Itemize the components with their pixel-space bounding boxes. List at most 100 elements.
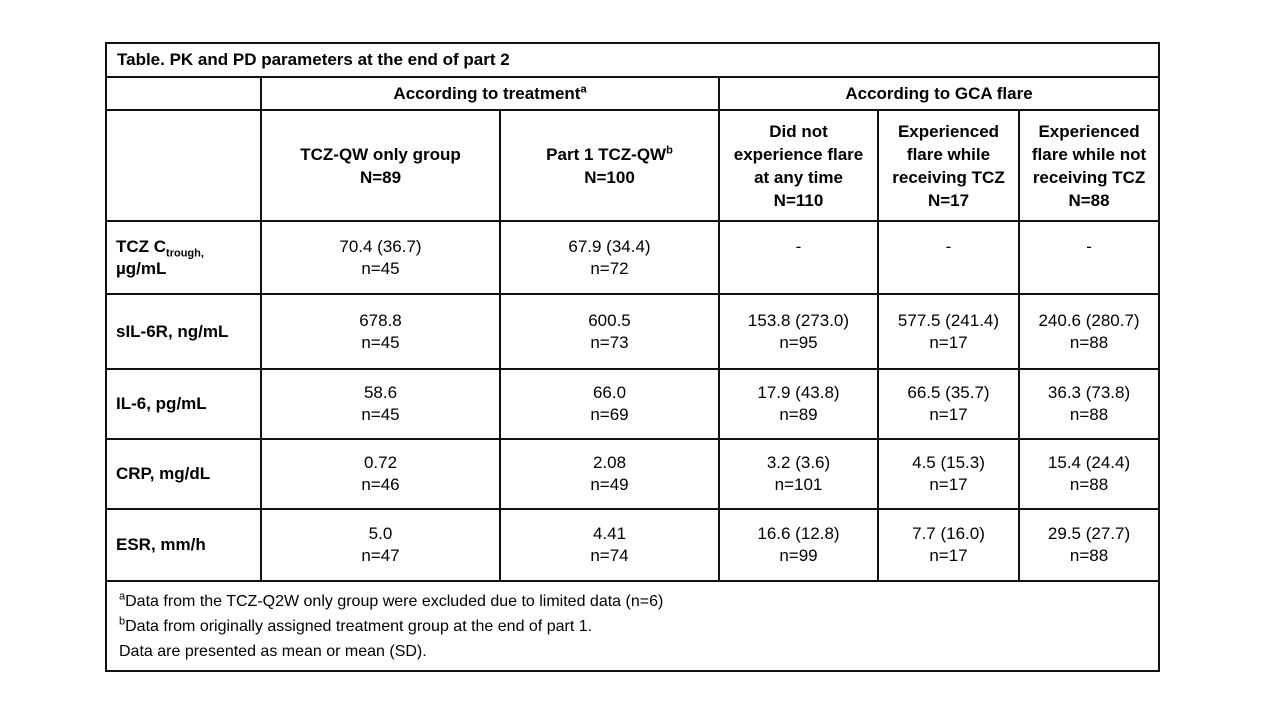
footnote-line: aData from the TCZ-Q2W only group were e… [119, 589, 1157, 614]
cell-n: n=99 [779, 546, 818, 565]
table-row-tcz-ctrough: TCZ Ctrough, µg/mL 70.4 (36.7) n=45 67.9 … [105, 220, 1161, 295]
cell-mean: 58.6 [363, 383, 398, 402]
data-cell: 66.0 n=69 [499, 368, 720, 440]
cell-mean: 15.4 (24.4) [1047, 453, 1131, 472]
group-header-empty-cell [105, 76, 262, 111]
column-header-n: N=100 [584, 167, 635, 187]
data-cell: 29.5 (27.7) n=88 [1017, 508, 1161, 582]
data-cell: 66.5 (35.7) n=17 [877, 368, 1020, 440]
footnote-text: Data from the TCZ-Q2W only group were ex… [125, 592, 664, 610]
cell-mean: 0.72 [363, 453, 398, 472]
cell-mean: 7.7 (16.0) [912, 524, 985, 543]
footnote-line: bData from originally assigned treatment… [119, 614, 1157, 639]
cell-n [1021, 258, 1157, 280]
column-header-empty-cell [105, 109, 262, 222]
row-label-sil-6r: sIL-6R, ng/mL [105, 293, 262, 370]
table-row-esr: ESR, mm/h 5.0 n=47 4.41 n=74 16.6 (12.8) n=… [105, 508, 1161, 582]
cell-mean: 66.5 (35.7) [907, 383, 990, 402]
cell-n: n=45 [361, 258, 400, 278]
footnote-text: Data from originally assigned treatment … [125, 617, 593, 635]
cell-mean: 36.3 (73.8) [1047, 383, 1131, 402]
column-header-n: N=88 [1068, 190, 1110, 210]
row-label-tcz-ctrough: TCZ Ctrough, µg/mL [105, 220, 262, 295]
cell-n: n=88 [1069, 405, 1109, 424]
cell-mean: - [1086, 236, 1092, 256]
cell-n: n=17 [929, 546, 968, 565]
cell-n: n=49 [590, 475, 629, 494]
group-header-treatment: According to treatmenta [260, 76, 720, 111]
data-cell: 678.8 n=45 [260, 293, 501, 370]
column-header-n: N=89 [359, 167, 402, 187]
cell-n: n=89 [779, 405, 818, 424]
table-row-il-6: IL-6, pg/mL 58.6 n=45 66.0 n=69 17.9 (43.8… [105, 368, 1161, 440]
cell-mean: 240.6 (280.7) [1038, 310, 1140, 330]
cell-mean: - [945, 236, 952, 256]
column-header-tcz-qw-only: TCZ-QW only group N=89 [260, 109, 501, 222]
data-cell: 153.8 (273.0) n=95 [718, 293, 879, 370]
cell-n: n=74 [590, 546, 629, 565]
cell-n: n=88 [1069, 546, 1109, 565]
cell-mean: 67.9 (34.4) [568, 236, 651, 256]
data-cell: 67.9 (34.4) n=72 [499, 220, 720, 295]
column-header-n: N=17 [927, 190, 970, 210]
cell-mean: 4.41 [592, 524, 627, 543]
row-label-crp: CRP, mg/dL [105, 438, 262, 510]
data-cell: 4.5 (15.3) n=17 [877, 438, 1020, 510]
data-cell: - [1017, 220, 1161, 295]
cell-mean: 3.2 (3.6) [766, 453, 831, 472]
cell-n: n=101 [774, 475, 823, 494]
cell-mean: 16.6 (12.8) [757, 524, 840, 543]
table-row-sil-6r: sIL-6R, ng/mL 678.8 n=45 600.5 n=73 153.8 … [105, 293, 1161, 370]
data-cell: 70.4 (36.7) n=45 [260, 220, 501, 295]
cell-n: n=45 [361, 405, 400, 424]
data-cell: 36.3 (73.8) n=88 [1017, 368, 1161, 440]
cell-n [721, 258, 876, 280]
group-header-treatment-label: According to treatment [393, 83, 581, 103]
column-header-title: Experienced flare while not receiving TC… [1031, 121, 1147, 187]
cell-n: n=17 [929, 405, 968, 424]
cell-n: n=47 [361, 546, 400, 565]
column-header-n: N=110 [773, 190, 824, 210]
cell-n: n=17 [929, 475, 968, 494]
table-row-crp: CRP, mg/dL 0.72 n=46 2.08 n=49 3.2 (3.6) n=… [105, 438, 1161, 510]
cell-n: n=45 [361, 332, 400, 352]
cell-n: n=73 [590, 332, 629, 352]
pk-pd-parameters-table: Table. PK and PD parameters at the end o… [104, 42, 1161, 672]
cell-mean: 153.8 (273.0) [747, 310, 850, 330]
footnote-line: Data are presented as mean or mean (SD). [119, 639, 1157, 664]
column-header-no-flare: Did not experience flare at any time N=1… [718, 109, 879, 222]
cell-mean: 577.5 (241.4) [897, 310, 1000, 330]
cell-n [880, 258, 1017, 280]
column-header-sup: b [666, 143, 673, 156]
cell-mean: 70.4 (36.7) [339, 236, 422, 256]
cell-n: n=88 [1069, 475, 1109, 494]
cell-mean: 5.0 [368, 524, 393, 543]
data-cell: 58.6 n=45 [260, 368, 501, 440]
footnotes: aData from the TCZ-Q2W only group were e… [104, 580, 1161, 672]
column-header-part1-tcz-qw: Part 1 TCZ-QWb N=100 [499, 109, 720, 222]
data-cell: - [877, 220, 1020, 295]
row-label-unit: µg/mL [116, 258, 167, 278]
data-cell: 3.2 (3.6) n=101 [718, 438, 879, 510]
cell-mean: 678.8 [359, 310, 402, 330]
group-header-treatment-sup: a [580, 82, 587, 95]
cell-mean: 2.08 [592, 453, 627, 472]
cell-n: n=88 [1069, 332, 1109, 352]
cell-n: n=17 [929, 332, 968, 352]
cell-n: n=69 [590, 405, 629, 424]
cell-mean: - [795, 236, 802, 256]
column-header-title: Did not experience flare at any time [733, 121, 864, 187]
column-header-row: TCZ-QW only group N=89 Part 1 TCZ-QWb N=… [105, 109, 1161, 222]
data-cell: 577.5 (241.4) n=17 [877, 293, 1020, 370]
row-label-il-6: IL-6, pg/mL [105, 368, 262, 440]
footnote-sup: a [119, 590, 126, 603]
data-cell: 17.9 (43.8) n=89 [718, 368, 879, 440]
table-title: Table. PK and PD parameters at the end o… [104, 42, 1161, 78]
data-cell: 16.6 (12.8) n=99 [718, 508, 879, 582]
data-cell: 600.5 n=73 [499, 293, 720, 370]
footnote-text: Data are presented as mean or mean (SD). [119, 642, 427, 660]
group-header-gca-flare: According to GCA flare [717, 76, 1161, 111]
group-header-gca-flare-label: According to GCA flare [845, 83, 1033, 103]
data-cell: 15.4 (24.4) n=88 [1017, 438, 1161, 510]
